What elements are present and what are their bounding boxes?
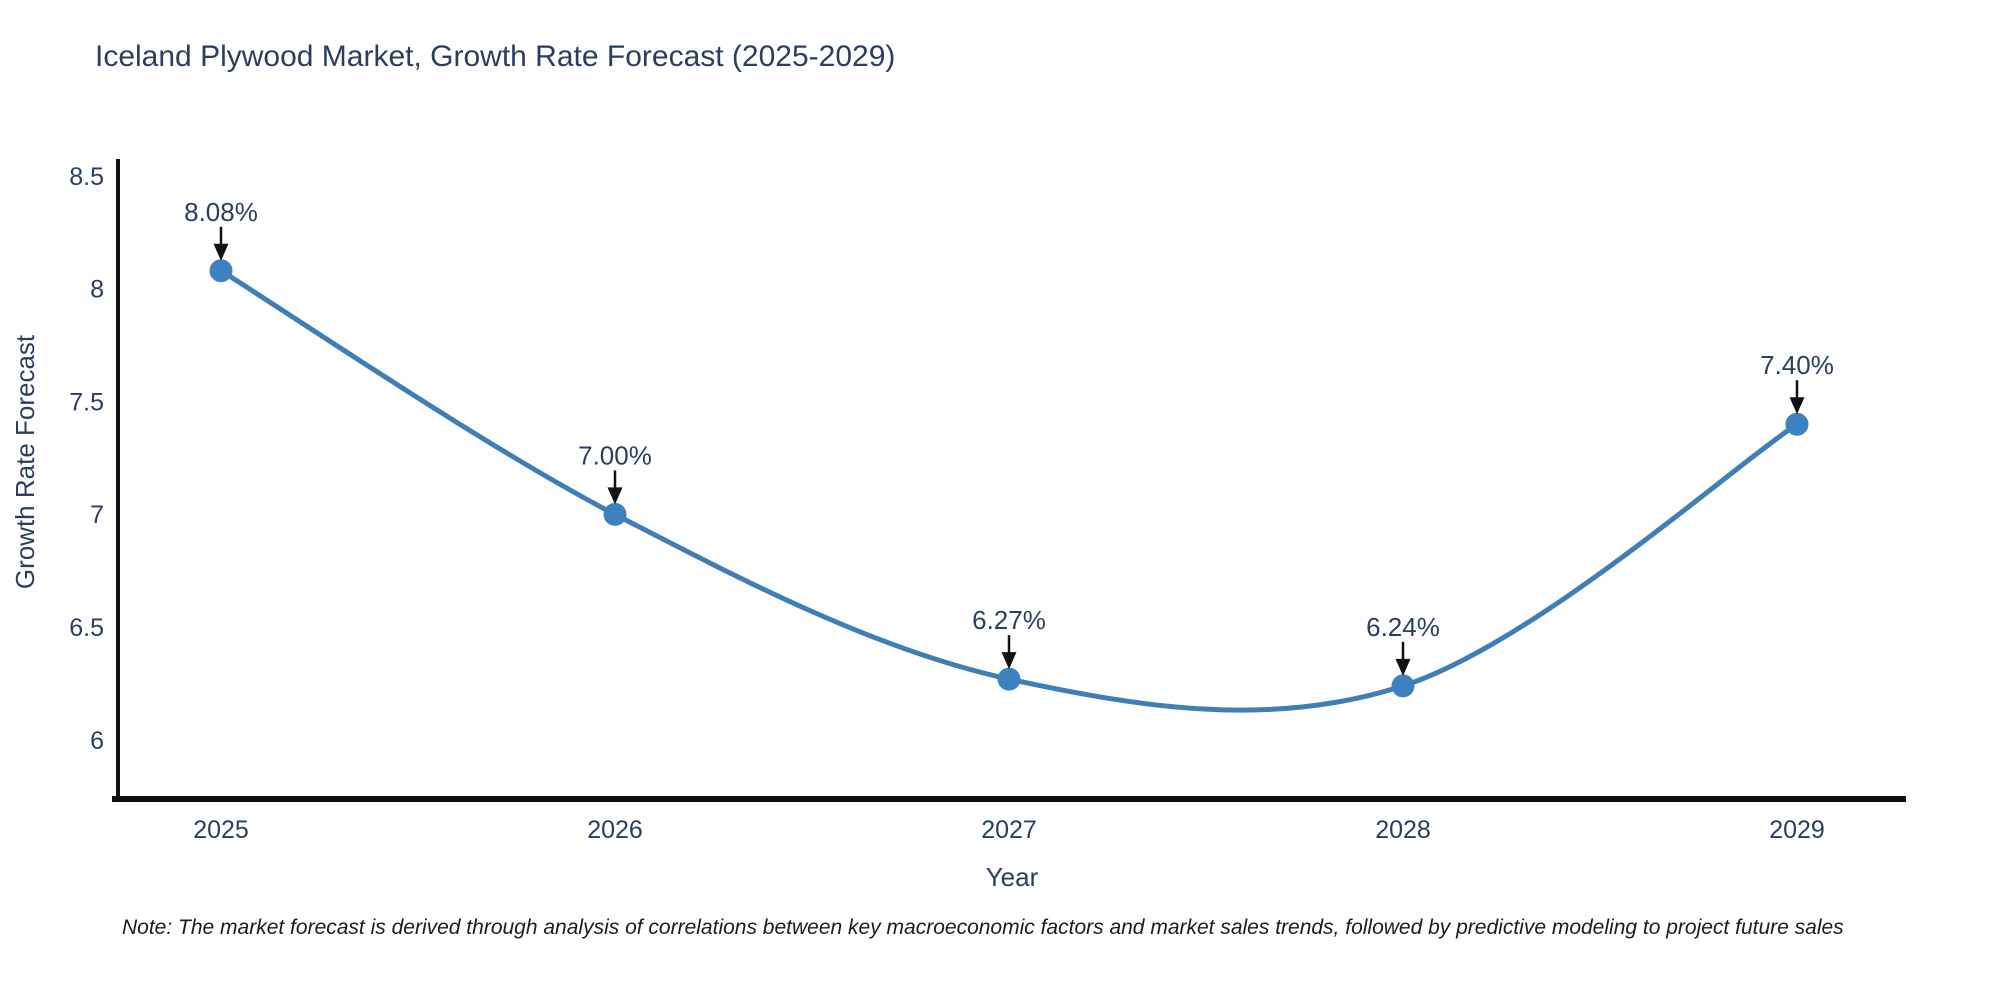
y-tick-label: 6 <box>90 727 104 755</box>
annotation-arrowhead-icon <box>607 487 623 505</box>
data-point-marker[interactable] <box>1785 412 1809 436</box>
x-tick-label: 2025 <box>193 816 249 844</box>
y-tick-label: 8 <box>90 276 104 304</box>
point-value-label: 8.08% <box>184 197 258 227</box>
annotation-arrowhead-icon <box>213 243 229 261</box>
x-axis-title: Year <box>986 862 1039 892</box>
footnote: Note: The market forecast is derived thr… <box>122 916 1844 939</box>
y-tick-label: 7 <box>90 501 104 529</box>
point-value-label: 6.24% <box>1366 612 1440 642</box>
data-point-marker[interactable] <box>603 502 627 526</box>
y-tick-label: 8.5 <box>69 163 104 191</box>
point-value-label: 7.40% <box>1760 350 1834 380</box>
x-tick-label: 2029 <box>1769 816 1825 844</box>
data-point-marker[interactable] <box>997 667 1021 691</box>
chart-title: Iceland Plywood Market, Growth Rate Fore… <box>95 40 896 73</box>
x-tick-label: 2027 <box>981 816 1037 844</box>
x-tick-label: 2026 <box>587 816 643 844</box>
y-axis-title: Growth Rate Forecast <box>10 334 40 589</box>
x-tick-label: 2028 <box>1375 816 1431 844</box>
y-tick-label: 6.5 <box>69 614 104 642</box>
data-point-marker[interactable] <box>1391 674 1415 698</box>
data-point-marker[interactable] <box>209 259 233 283</box>
point-value-label: 6.27% <box>972 605 1046 635</box>
annotation-arrowhead-icon <box>1001 652 1017 670</box>
y-tick-label: 7.5 <box>69 388 104 416</box>
point-value-label: 7.00% <box>578 440 652 470</box>
annotation-arrowhead-icon <box>1395 658 1411 676</box>
annotation-arrowhead-icon <box>1789 397 1805 415</box>
